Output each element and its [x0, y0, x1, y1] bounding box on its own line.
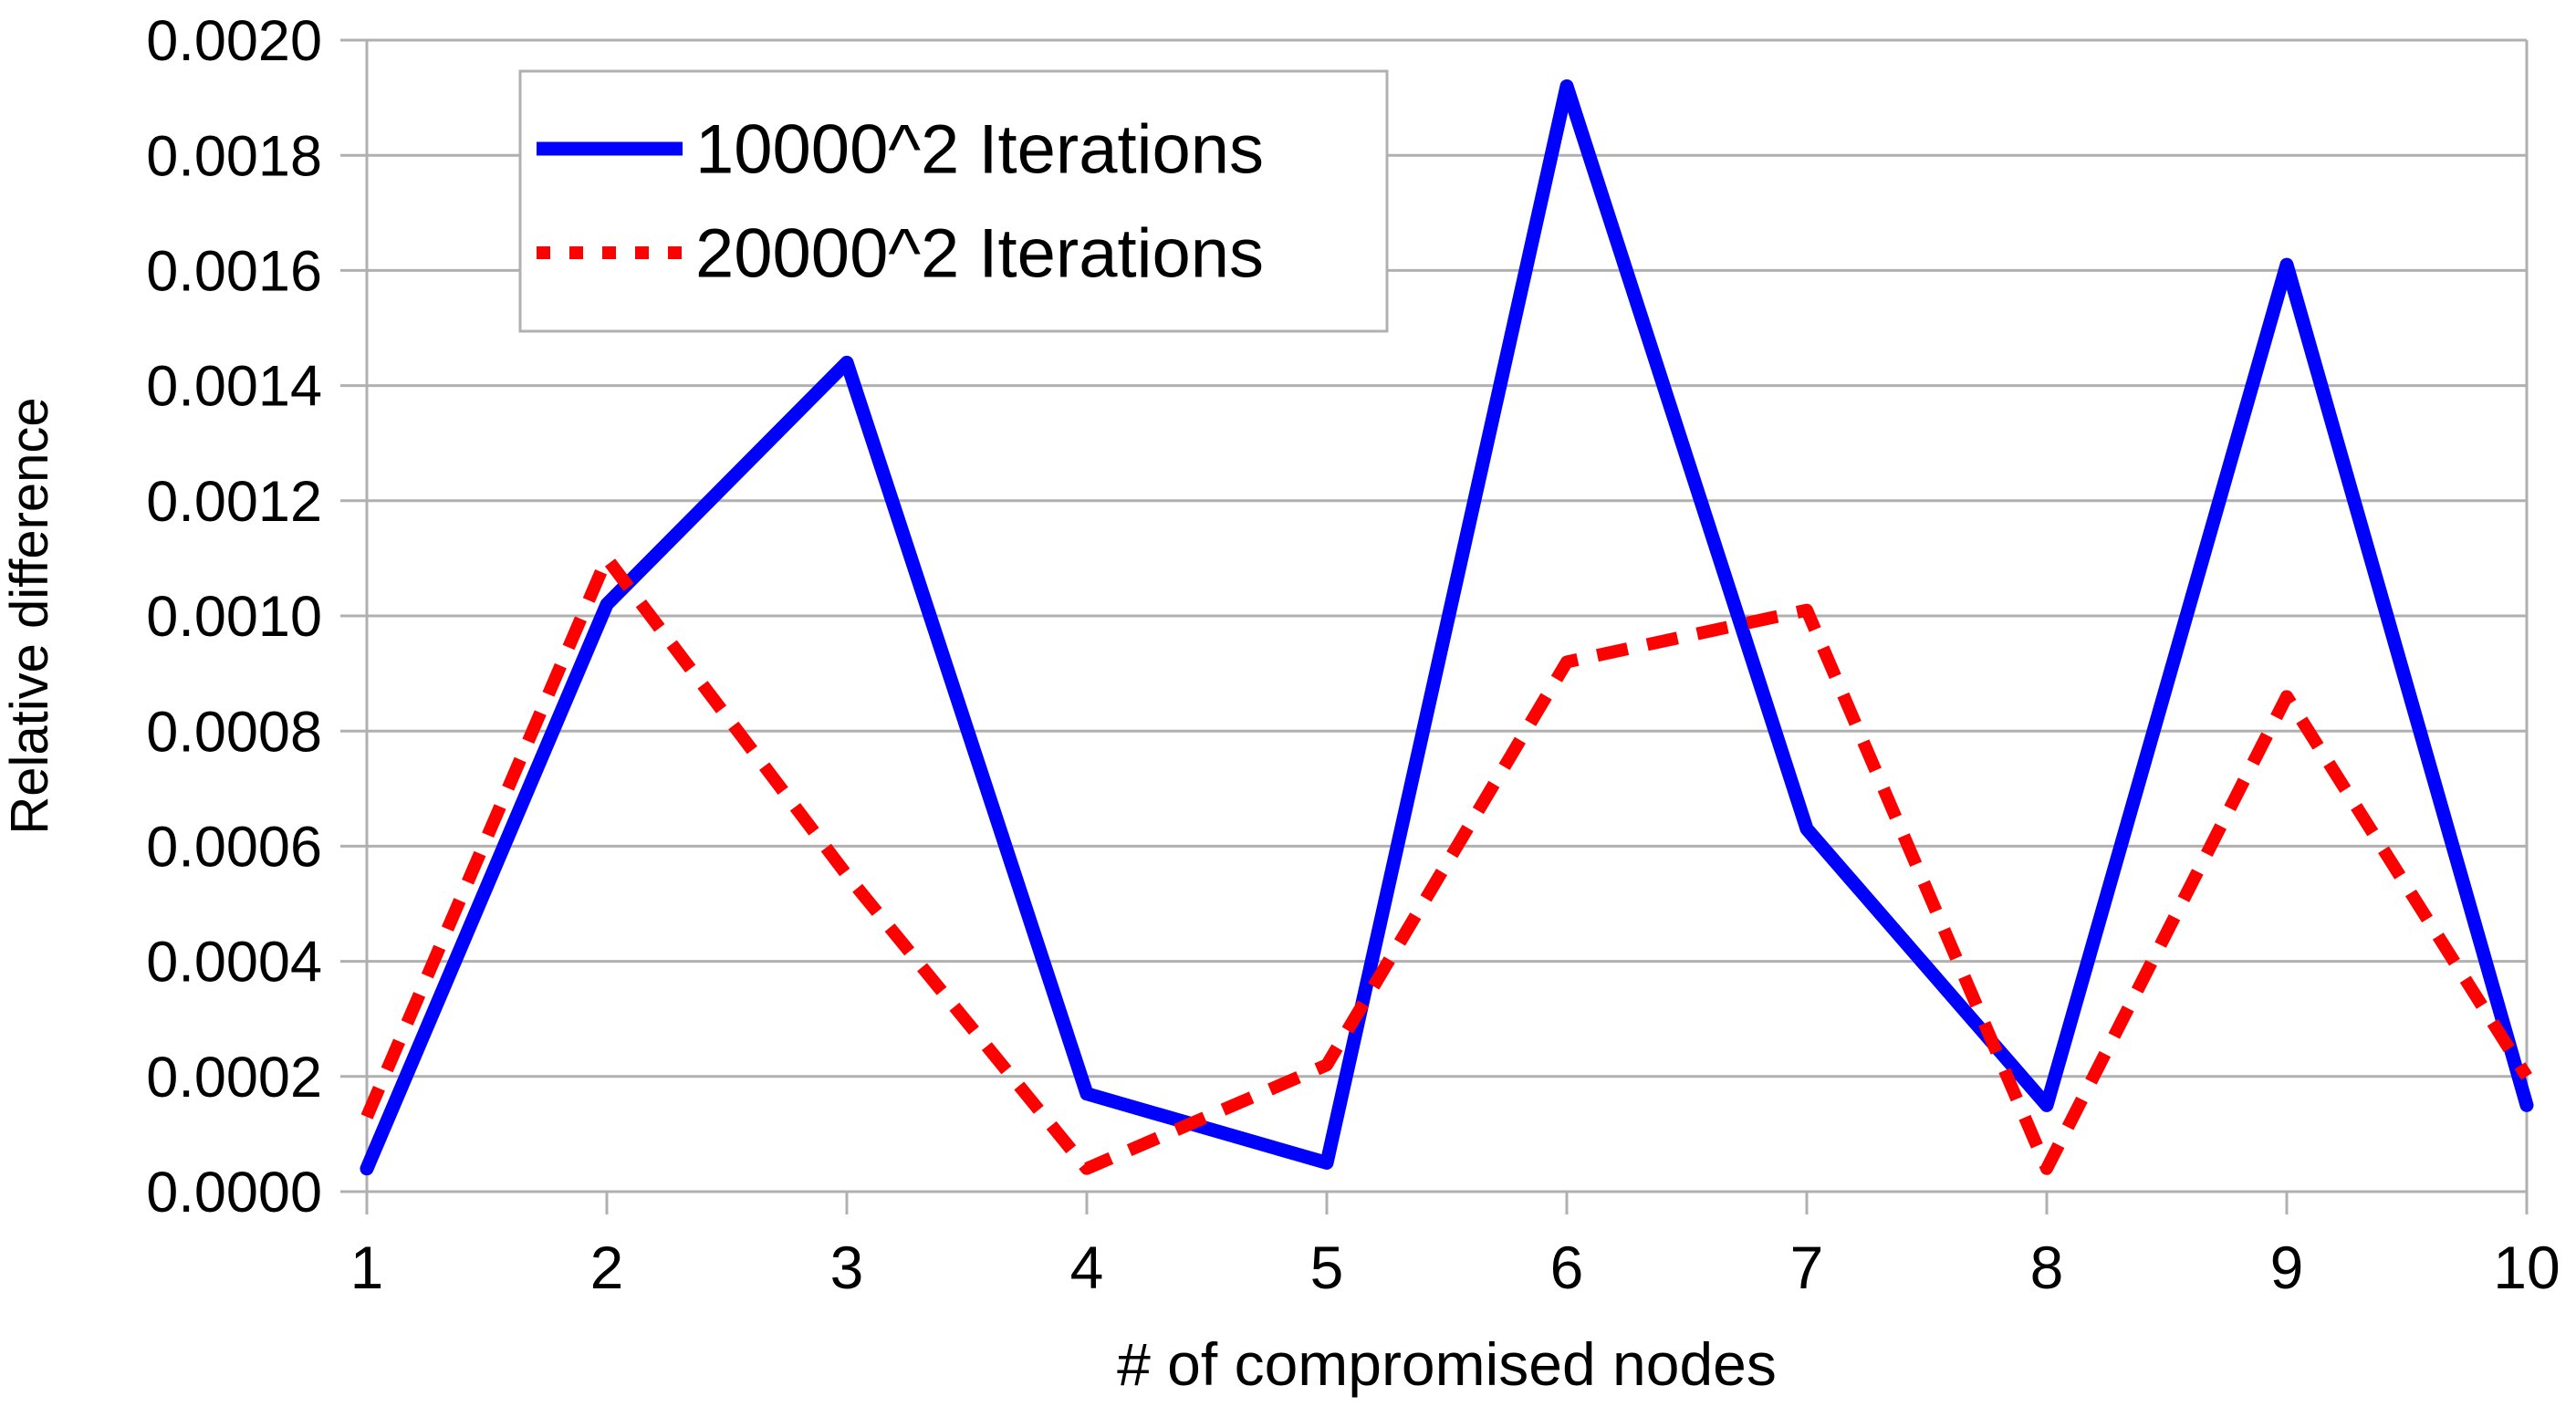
- x-axis-tick-label: 7: [1790, 1234, 1824, 1301]
- x-axis-title: # of compromised nodes: [1117, 1330, 1777, 1398]
- x-axis-tick-label: 3: [830, 1234, 864, 1301]
- y-axis-tick-label: 0.0016: [146, 239, 322, 303]
- y-axis-tick-label: 0.0000: [146, 1161, 322, 1224]
- x-axis-tick-label: 2: [590, 1234, 624, 1301]
- y-axis-tick-label: 0.0002: [146, 1046, 322, 1110]
- y-axis-tick-label: 0.0010: [146, 585, 322, 649]
- y-axis-title: Relative difference: [0, 397, 59, 834]
- x-axis-tick-label: 8: [2030, 1234, 2064, 1301]
- x-axis-tick-label: 5: [1310, 1234, 1344, 1301]
- legend-label-2: 20000^2 Iterations: [695, 215, 1264, 293]
- y-axis-tick-label: 0.0008: [146, 700, 322, 764]
- y-axis-tick-label: 0.0012: [146, 470, 322, 534]
- y-axis-tick-label: 0.0018: [146, 124, 322, 188]
- series-line-1: [360, 78, 2534, 1176]
- y-axis-tick-label: 0.0014: [146, 355, 322, 419]
- series-line-2: [360, 551, 2532, 1175]
- x-axis-tick-label: 4: [1070, 1234, 1104, 1301]
- x-axis-tick-label: 6: [1550, 1234, 1584, 1301]
- x-axis-tick-label: 1: [350, 1234, 384, 1301]
- y-axis-tick-label: 0.0006: [146, 815, 322, 879]
- y-axis-tick-label: 0.0004: [146, 931, 322, 995]
- legend-label-1: 10000^2 Iterations: [695, 111, 1264, 189]
- legend-box: [518, 69, 1389, 333]
- x-axis-tick-label: 10: [2493, 1234, 2560, 1301]
- x-axis-tick-label: 9: [2270, 1234, 2304, 1301]
- y-axis-tick-label: 0.0020: [146, 9, 322, 73]
